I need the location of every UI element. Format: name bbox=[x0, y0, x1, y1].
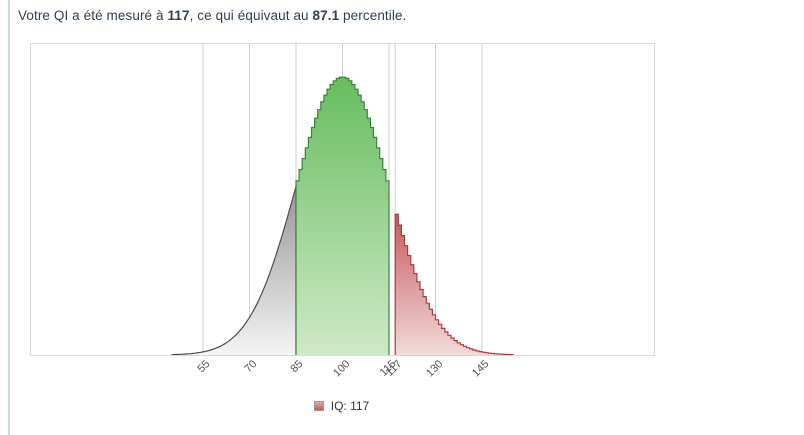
x-tick-label: 145 bbox=[470, 358, 492, 380]
summary-suffix: percentile. bbox=[339, 8, 407, 23]
result-summary: Votre QI a été mesuré à 117, ce qui équi… bbox=[18, 8, 406, 23]
iq-distribution-plot bbox=[30, 43, 655, 356]
legend-swatch-icon bbox=[313, 401, 324, 411]
left-accent-border bbox=[8, 0, 10, 435]
legend-label: IQ: 117 bbox=[330, 399, 370, 413]
summary-score: 117 bbox=[167, 8, 190, 23]
x-tick-label: 100 bbox=[330, 358, 352, 380]
summary-middle: , ce qui équivaut au bbox=[189, 8, 313, 23]
x-tick-label: 85 bbox=[288, 358, 306, 376]
chart-legend: IQ: 117 bbox=[30, 398, 653, 414]
x-tick-label: 55 bbox=[195, 358, 213, 376]
summary-percentile: 87.1 bbox=[312, 8, 340, 23]
x-tick-label: 70 bbox=[241, 358, 259, 376]
summary-prefix: Votre QI a été mesuré à bbox=[18, 8, 168, 23]
x-tick-label: 130 bbox=[423, 358, 445, 380]
